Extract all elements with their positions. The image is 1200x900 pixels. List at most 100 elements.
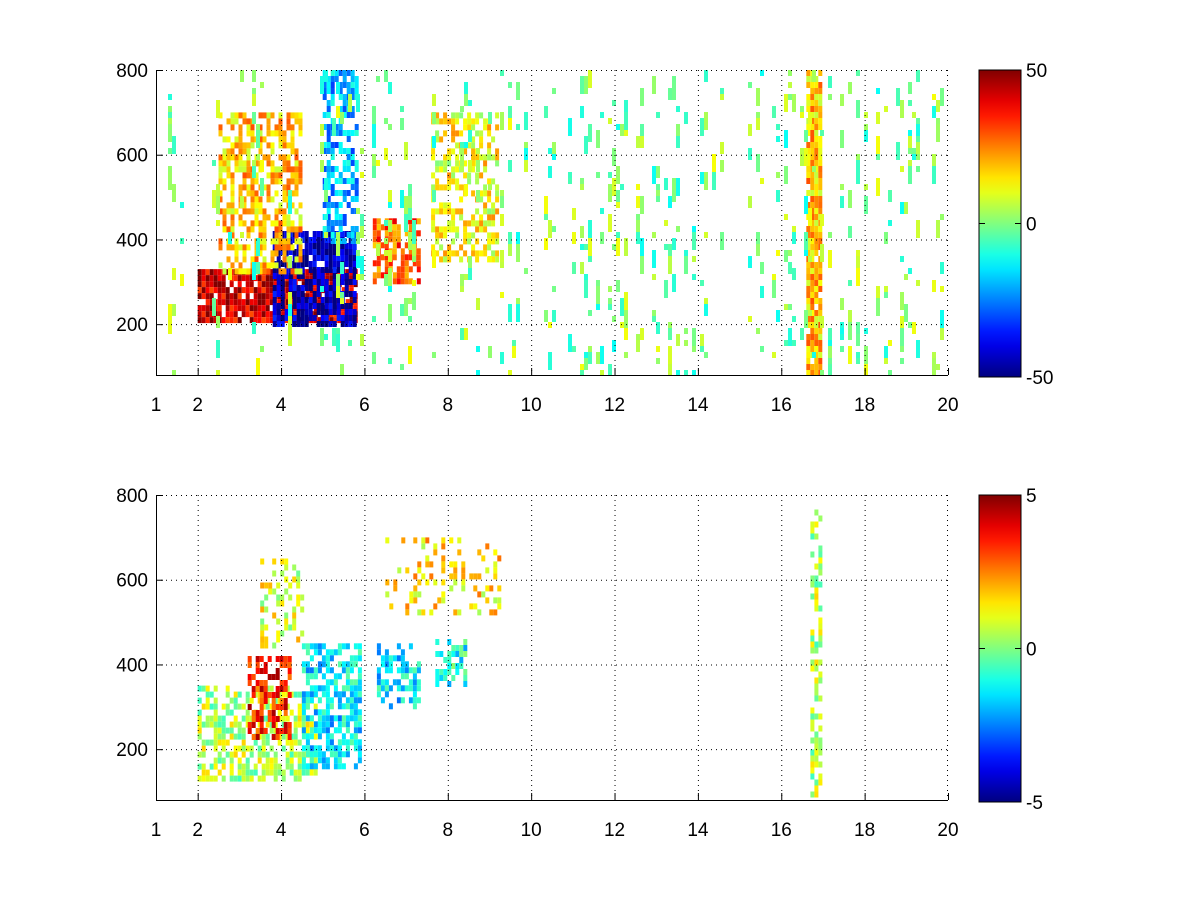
heatmap-cell (222, 268, 227, 275)
heatmap-cell (320, 309, 325, 315)
heatmap-cell (294, 172, 299, 179)
heatmap-cell (806, 178, 811, 184)
heatmap-cell (322, 202, 327, 208)
heatmap-cell (652, 274, 656, 280)
heatmap-cell (451, 166, 456, 173)
heatmap-cell (346, 190, 351, 196)
heatmap-cell (324, 243, 329, 249)
heatmap-cell (810, 286, 815, 292)
heatmap-cell (230, 148, 235, 155)
heatmap-cell (308, 267, 313, 273)
heatmap-cell (278, 118, 283, 125)
heatmap-cell (459, 663, 464, 669)
heatmap-cell (201, 769, 206, 776)
heatmap-cell (818, 364, 823, 370)
heatmap-cell (324, 232, 328, 238)
heatmap-cell (439, 226, 444, 233)
heatmap-cell (508, 118, 512, 130)
heatmap-cell (201, 275, 206, 282)
heatmap-cell (217, 311, 222, 318)
heatmap-cell (814, 731, 819, 738)
heatmap-cell (548, 148, 552, 154)
heatmap-cell (353, 763, 358, 770)
x-tick-label: 10 (521, 820, 542, 841)
heatmap-cell (400, 278, 405, 285)
heatmap-cell (668, 256, 672, 274)
heatmap-cell (376, 76, 380, 82)
heatmap-cell (205, 317, 210, 324)
heatmap-cell (353, 661, 358, 668)
heatmap-cell (467, 118, 472, 125)
heatmap-cell (431, 172, 436, 179)
heatmap-cell (612, 244, 616, 250)
heatmap-cell (412, 292, 416, 310)
heatmap-cell (416, 679, 421, 686)
heatmap-cell (264, 582, 269, 589)
heatmap-cell (353, 643, 358, 650)
heatmap-cell (283, 662, 288, 668)
heatmap-cell (225, 293, 230, 300)
heatmap-cell (278, 244, 283, 251)
heatmap-cell (269, 763, 274, 770)
heatmap-cell (620, 184, 624, 190)
heatmap-cell (904, 304, 908, 322)
heatmap-cell (354, 82, 359, 88)
heatmap-cell (305, 739, 310, 746)
heatmap-cell (277, 763, 282, 770)
heatmap-cell (818, 148, 823, 154)
heatmap-cell (443, 184, 448, 191)
heatmap-cell (259, 668, 264, 674)
heatmap-cell (284, 249, 289, 255)
heatmap-cell (516, 304, 520, 322)
heatmap-cell (261, 745, 266, 752)
heatmap-cell (485, 597, 490, 604)
heatmap-cell (316, 243, 321, 249)
heatmap-cell (197, 305, 202, 312)
heatmap-cell (213, 757, 218, 764)
heatmap-cell (276, 600, 281, 607)
heatmap-cell (260, 606, 265, 613)
heatmap-cell (259, 728, 264, 734)
heatmap-cell (332, 267, 337, 273)
heatmap-cell (313, 709, 318, 716)
heatmap-cell (876, 298, 880, 316)
heatmap-cell (197, 751, 202, 758)
heatmap-cell (209, 275, 214, 282)
heatmap-cell (336, 297, 341, 303)
heatmap-cell (806, 250, 811, 256)
heatmap-cell (810, 647, 815, 654)
heatmap-cell (353, 709, 358, 716)
heatmap-cell (283, 686, 288, 692)
heatmap-cell (408, 266, 413, 273)
heatmap-cell (814, 581, 819, 588)
heatmap-cell (384, 224, 389, 231)
heatmap-cell (435, 669, 440, 675)
heatmap-cell (293, 739, 298, 746)
heatmap-cell (818, 196, 823, 202)
heatmap-cell (336, 261, 341, 267)
heatmap-cell (294, 232, 299, 239)
heatmap-cell (340, 255, 345, 261)
heatmap-cell (212, 190, 216, 208)
heatmap-cell (286, 214, 291, 221)
heatmap-cell (229, 311, 234, 318)
heatmap-cell (408, 643, 413, 650)
heatmap-cell (431, 148, 436, 155)
heatmap-cell (439, 232, 444, 239)
heatmap-cell (274, 214, 279, 221)
heatmap-cell (226, 226, 231, 233)
heatmap-cell (814, 244, 819, 250)
heatmap-cell (350, 70, 355, 76)
heatmap-cell (249, 751, 254, 758)
heatmap-cell (447, 160, 452, 167)
heatmap-cell (692, 256, 696, 262)
heatmap-cell (209, 721, 214, 728)
heatmap-cell (298, 172, 303, 179)
heatmap-cell (288, 273, 293, 279)
heatmap-cell (477, 591, 482, 598)
heatmap-cell (396, 667, 401, 674)
heatmap-cell (712, 172, 716, 190)
heatmap-cell (389, 603, 394, 610)
heatmap-cell (213, 721, 218, 728)
